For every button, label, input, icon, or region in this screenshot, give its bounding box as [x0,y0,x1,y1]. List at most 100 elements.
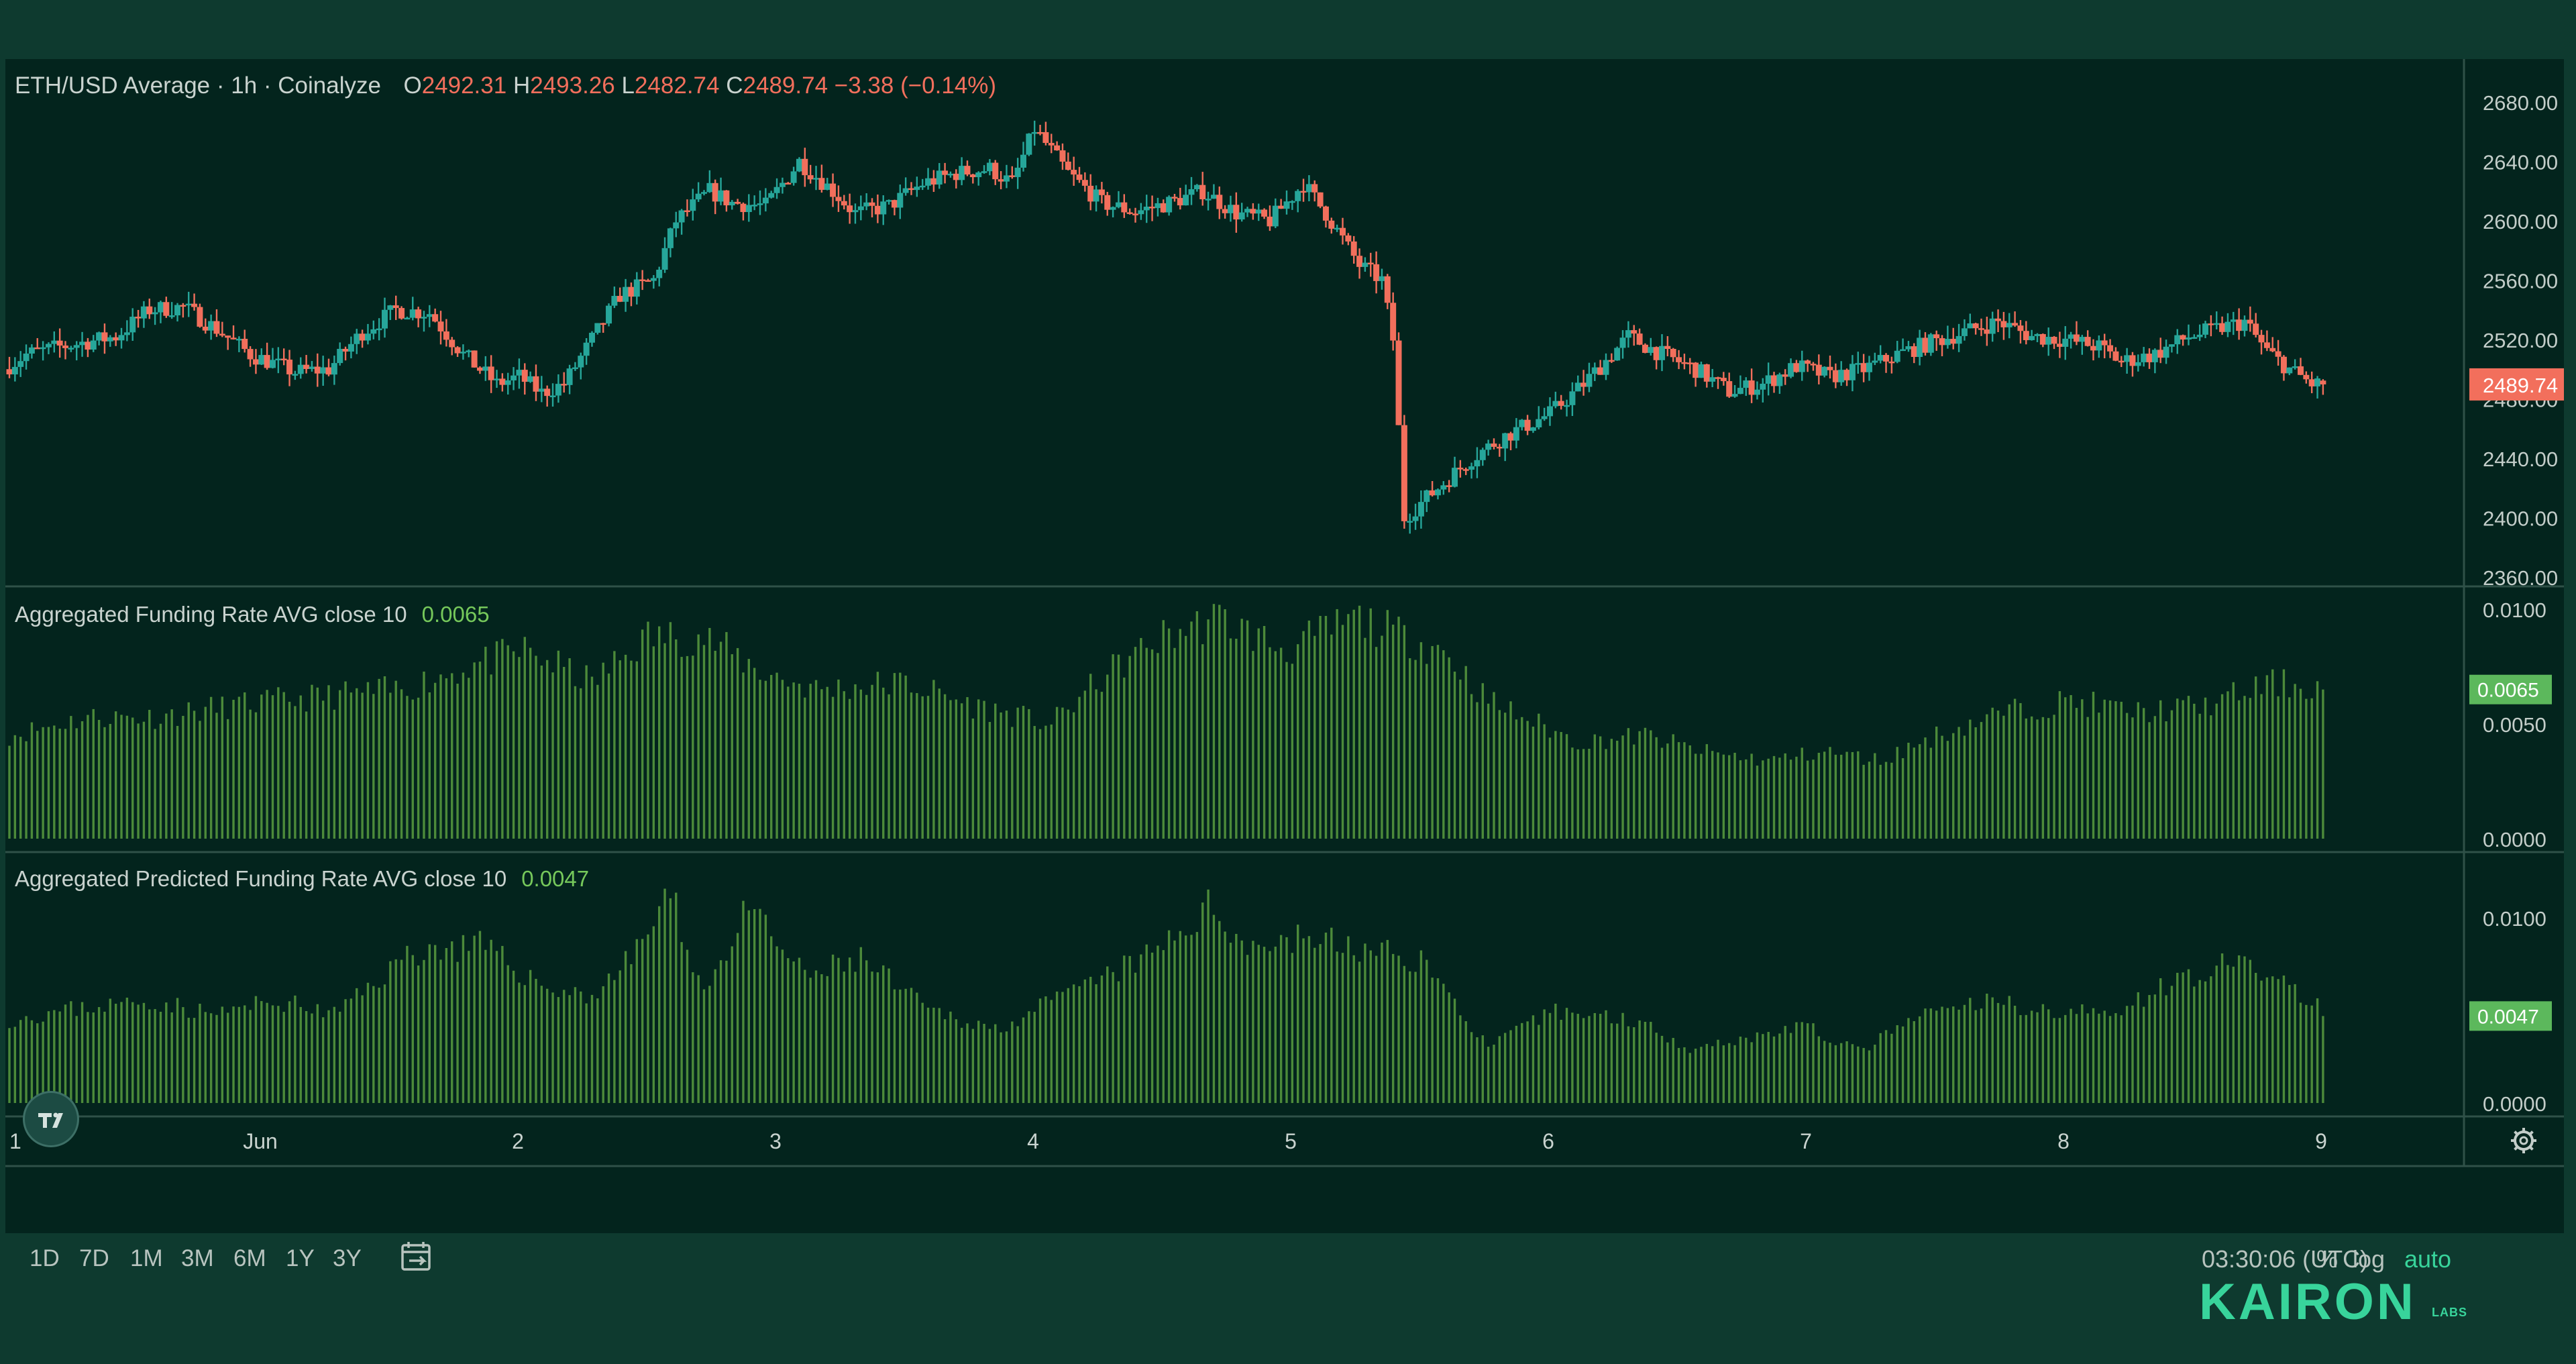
funding-bar[interactable] [1481,683,1484,839]
candle-body[interactable] [2141,354,2147,362]
candle-body[interactable] [583,342,590,356]
candle-body[interactable] [2101,340,2108,346]
funding-bar[interactable] [602,662,604,839]
funding-bar[interactable] [1772,755,1776,839]
predicted-funding-bar[interactable] [2254,973,2257,1103]
funding-bar[interactable] [1324,616,1328,839]
predicted-funding-bar[interactable] [596,998,599,1103]
predicted-funding-bar[interactable] [736,933,739,1103]
funding-bar[interactable] [439,674,442,839]
funding-bar[interactable] [2041,717,2045,839]
funding-bar[interactable] [2092,692,2095,839]
predicted-funding-bar[interactable] [1055,991,1059,1103]
funding-bar[interactable] [372,694,375,839]
candle-body[interactable] [309,366,315,369]
candle-body[interactable] [185,303,192,306]
funding-bar[interactable] [1610,739,1613,839]
candle-body[interactable] [785,182,792,185]
funding-bar[interactable] [456,683,459,839]
predicted-funding-bar[interactable] [92,1012,95,1103]
predicted-funding-bar[interactable] [333,1006,336,1103]
predicted-funding-bar[interactable] [2288,985,2291,1103]
funding-bar[interactable] [2249,698,2252,839]
candle-body[interactable] [824,183,830,190]
funding-bar[interactable] [316,687,319,839]
candle-body[interactable] [2163,346,2169,358]
funding-bar[interactable] [1414,660,1417,839]
predicted-funding-bar[interactable] [468,951,470,1103]
funding-bar[interactable] [2220,694,2224,839]
predicted-funding-bar[interactable] [47,1011,50,1103]
funding-bar[interactable] [1022,706,1025,839]
funding-bar[interactable] [1067,709,1070,839]
candle-body[interactable] [1760,383,1766,390]
timeframe-7d[interactable]: 7D [79,1245,109,1271]
funding-bar[interactable] [1358,605,1361,839]
predicted-funding-bar[interactable] [1269,951,1271,1103]
candle-body[interactable] [247,349,254,360]
funding-bar[interactable] [294,706,297,839]
candle-body[interactable] [17,361,24,367]
funding-bar[interactable] [1829,747,1831,839]
candle-body[interactable] [292,374,299,376]
predicted-funding-bar[interactable] [1279,935,1283,1103]
candle-body[interactable] [1944,339,1951,346]
candle-body[interactable] [1395,340,1402,425]
predicted-funding-bar[interactable] [1700,1047,1703,1103]
funding-bar[interactable] [1134,647,1137,839]
candle-body[interactable] [2202,323,2209,335]
predicted-funding-bar[interactable] [876,972,879,1103]
funding-bar[interactable] [641,629,644,839]
funding-bar[interactable] [848,698,851,839]
predicted-funding-bar[interactable] [859,947,863,1103]
predicted-funding-bar[interactable] [1565,1008,1568,1103]
funding-bar[interactable] [137,723,140,839]
candle-body[interactable] [1126,212,1133,214]
candle-body[interactable] [1390,303,1397,341]
candle-body[interactable] [225,335,231,338]
candle-body[interactable] [757,203,763,205]
candle-body[interactable] [2096,340,2102,351]
predicted-funding-bar[interactable] [1235,933,1238,1103]
candle-body[interactable] [2236,319,2243,331]
funding-bar[interactable] [1627,728,1630,839]
funding-bar[interactable] [1112,654,1114,839]
predicted-funding-bar[interactable] [2030,1010,2033,1103]
funding-bar[interactable] [1857,751,1860,839]
predicted-funding-bar[interactable] [580,991,582,1103]
funding-bar[interactable] [1330,634,1333,839]
predicted-funding-bar[interactable] [1767,1032,1770,1103]
funding-bar[interactable] [1633,744,1635,839]
candle-body[interactable] [1205,199,1212,201]
candle-body[interactable] [678,210,685,223]
candle-body[interactable] [1648,347,1654,353]
predicted-funding-bar[interactable] [1571,1012,1574,1103]
funding-bar[interactable] [260,694,263,839]
funding-bar[interactable] [949,700,952,839]
predicted-funding-bar[interactable] [2114,1013,2117,1103]
candle-body[interactable] [1155,203,1161,209]
candle-body[interactable] [1462,469,1469,471]
funding-bar[interactable] [1588,748,1591,839]
funding-bar[interactable] [792,682,795,839]
predicted-funding-bar[interactable] [394,959,397,1103]
funding-bar[interactable] [209,696,213,839]
predicted-funding-bar[interactable] [1481,1035,1484,1103]
funding-bar[interactable] [1246,620,1249,839]
candle-body[interactable] [1541,416,1548,419]
funding-bar[interactable] [1840,754,1843,839]
funding-bar[interactable] [361,692,364,839]
candle-body[interactable] [168,315,175,317]
predicted-funding-bar[interactable] [1711,1046,1714,1103]
predicted-funding-bar[interactable] [114,1004,117,1103]
predicted-funding-bar[interactable] [1464,1021,1467,1103]
funding-bar[interactable] [798,684,801,839]
predicted-funding-bar[interactable] [1913,1021,1915,1103]
candle-body[interactable] [421,317,427,319]
candle-body[interactable] [1955,335,1962,344]
predicted-funding-bar[interactable] [697,975,700,1103]
predicted-funding-bar[interactable] [1509,1030,1512,1103]
candle-body[interactable] [499,378,506,385]
funding-bar[interactable] [1901,758,1904,839]
funding-bar[interactable] [204,706,207,839]
